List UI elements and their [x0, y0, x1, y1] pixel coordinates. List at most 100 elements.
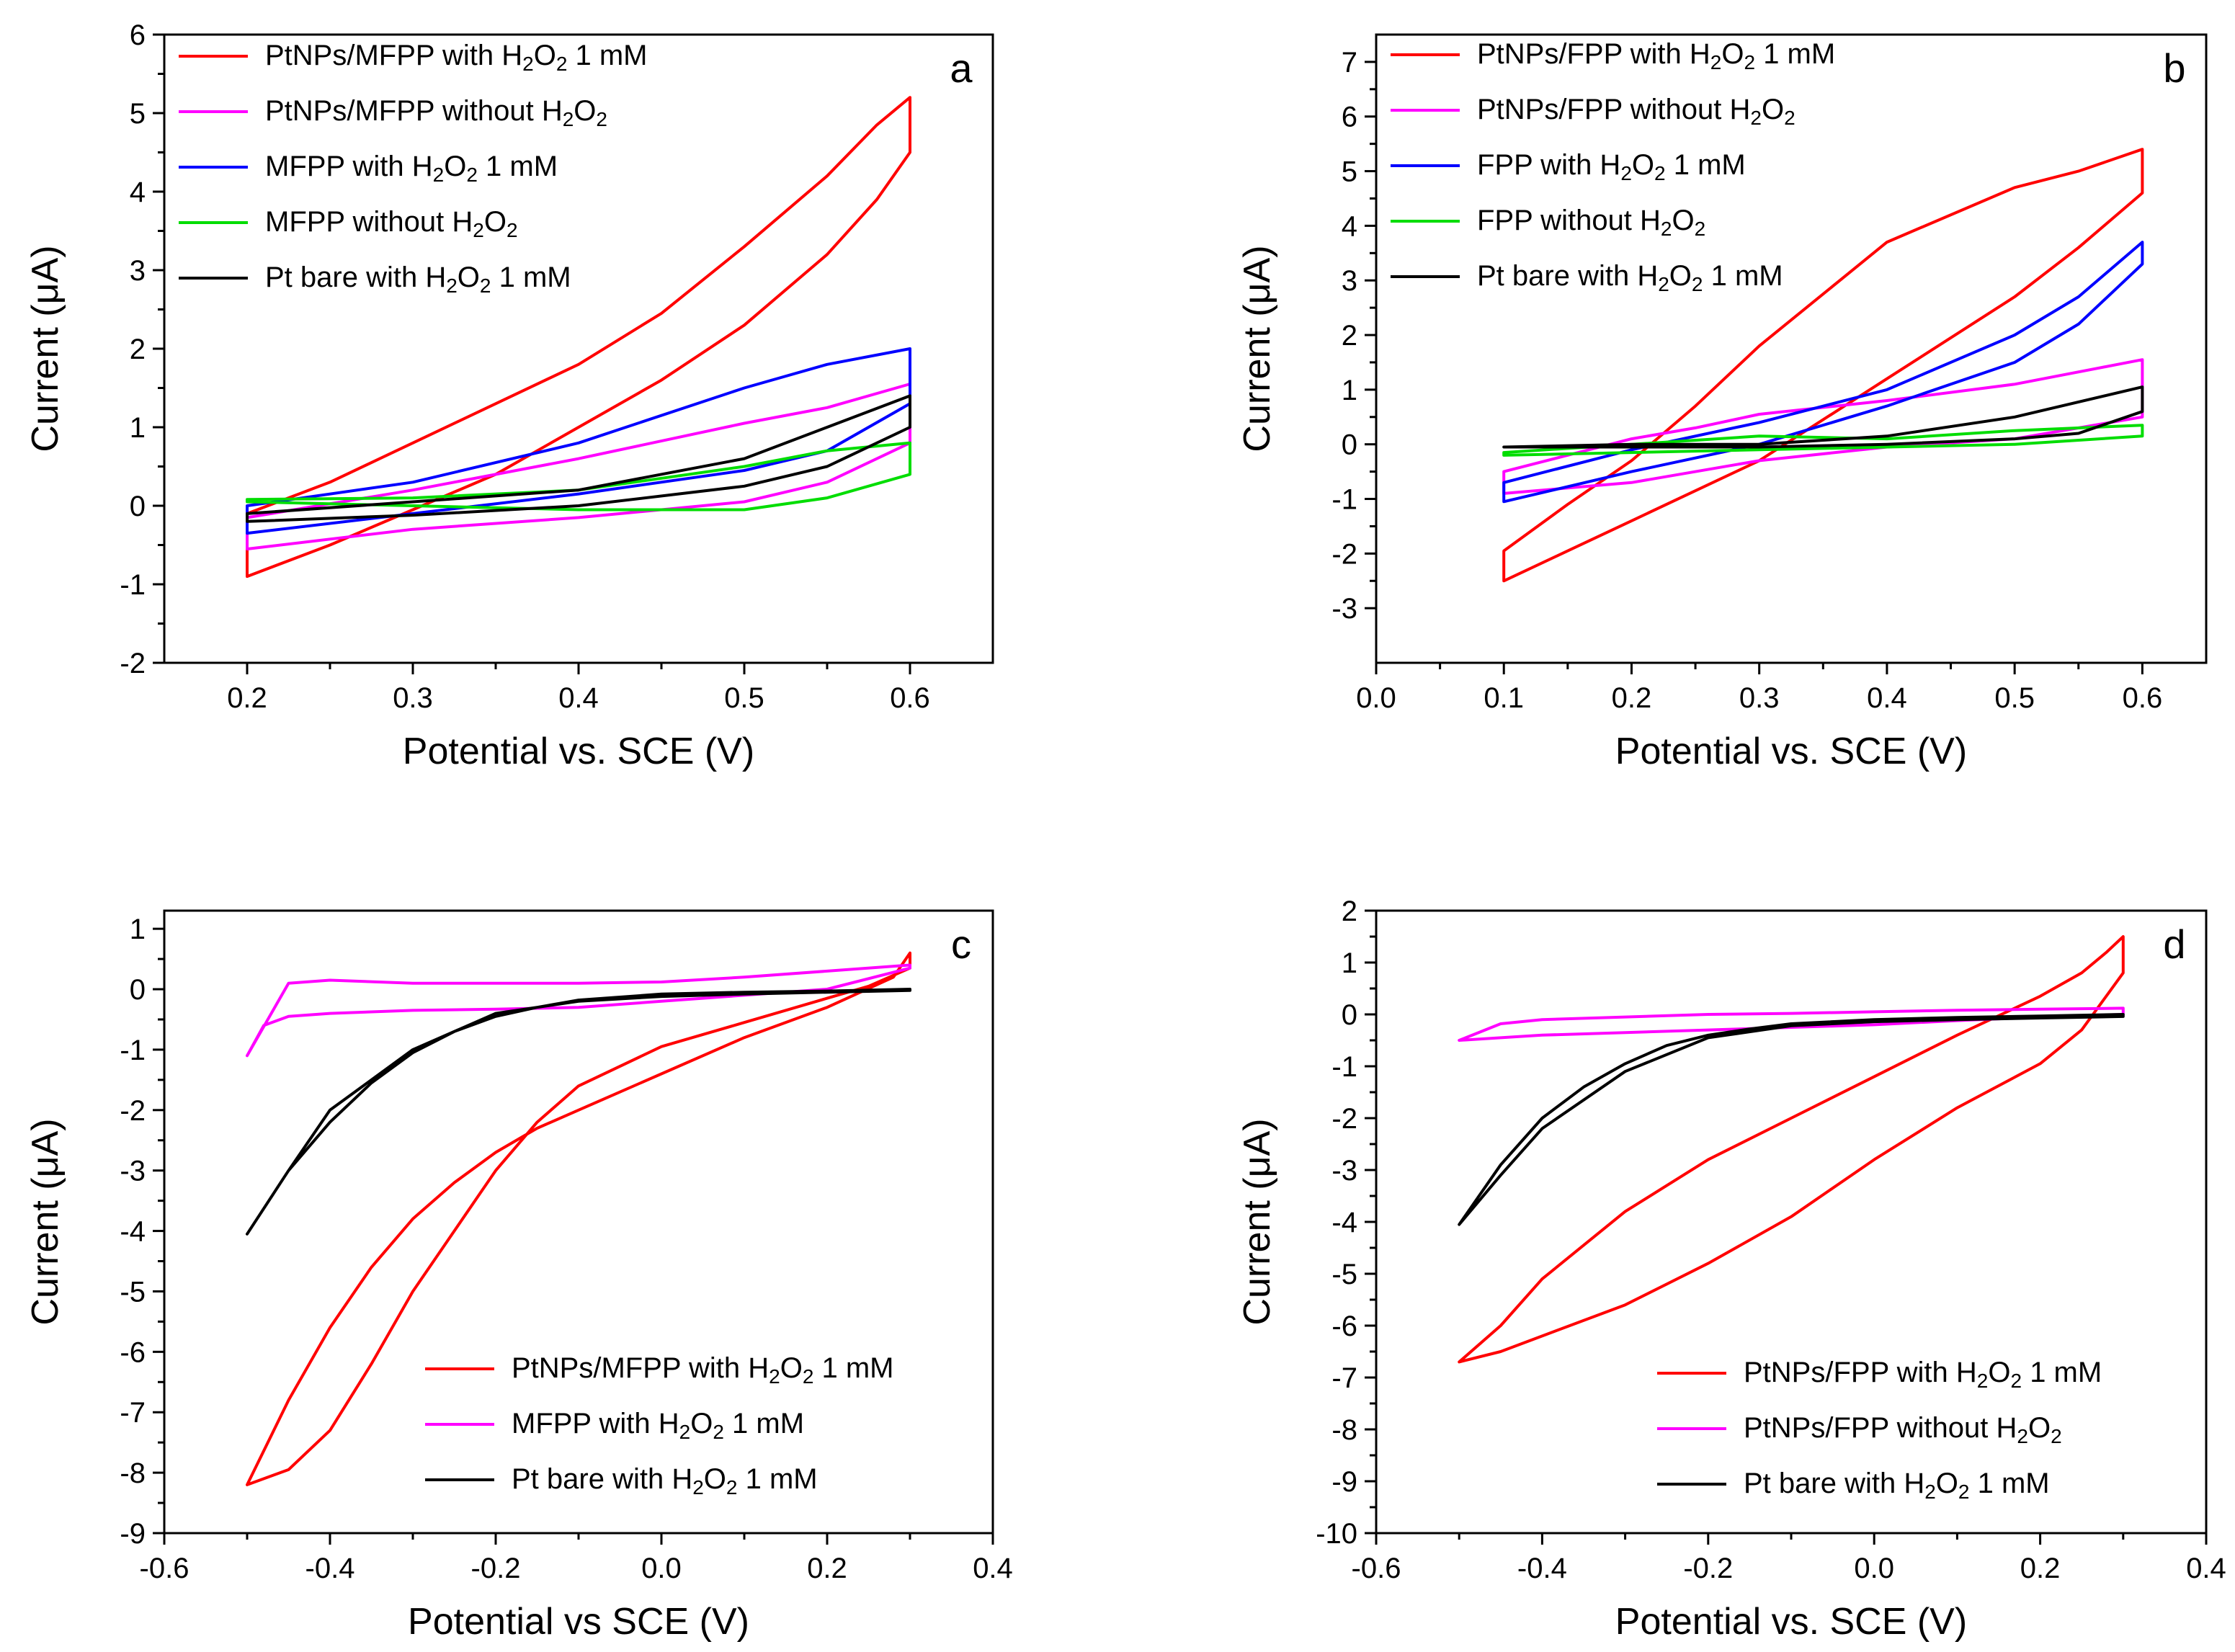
y-tick-label: -7 — [1331, 1362, 1357, 1394]
legend-entry: PtNPs/MFPP with H2O2 1 mM — [512, 1352, 894, 1388]
x-tick-label: -0.6 — [1352, 1553, 1401, 1584]
legend-entry: FPP with H2O2 1 mM — [1477, 149, 1746, 184]
y-tick-label: -8 — [120, 1457, 146, 1489]
y-tick-label: -2 — [1331, 538, 1357, 570]
y-tick-label: 2 — [1342, 320, 1357, 352]
panel-letter: b — [2163, 45, 2185, 91]
series-line-4 — [246, 441, 911, 512]
y-tick-label: -6 — [1331, 1311, 1357, 1342]
x-tick-label: 0.6 — [2123, 682, 2163, 714]
plot-frame — [1375, 33, 2208, 664]
y-tick-label: -4 — [120, 1216, 146, 1248]
series-line-2 — [246, 963, 911, 1058]
y-axis-label: Current (μA) — [1236, 245, 1278, 452]
plot-frame — [163, 33, 994, 664]
y-tick-label: 4 — [1342, 210, 1357, 242]
series-line-2 — [246, 383, 911, 550]
series-line-5 — [246, 394, 911, 523]
x-tick-label: 0.1 — [1484, 682, 1524, 714]
y-axis-label: Current (μA) — [1236, 1118, 1278, 1325]
legend-entry: PtNPs/MFPP without H2O2 — [265, 95, 607, 130]
x-tick-label: 0.2 — [2020, 1553, 2061, 1584]
legend-entry: Pt bare with H2O2 1 mM — [265, 262, 571, 297]
y-tick-label: 0 — [1342, 999, 1357, 1031]
legend-entry: PtNPs/FPP with H2O2 1 mM — [1744, 1357, 2102, 1392]
legend-entry: PtNPs/FPP with H2O2 1 mM — [1477, 38, 1835, 73]
legend: PtNPs/MFPP with H2O2 1 mM PtNPs/MFPP with… — [179, 40, 648, 297]
x-axis-label: Potential vs. SCE (V) — [403, 731, 754, 772]
x-tick-label: 0.4 — [1867, 682, 1907, 714]
legend-entry: Pt bare with H2O2 1 mM — [1477, 260, 1783, 295]
panel-letter: a — [950, 45, 973, 91]
x-axis-label: Potential vs. SCE (V) — [1615, 731, 1967, 772]
legend: PtNPs/FPP with H2O2 1 mM PtNPs/FPP withou… — [1391, 38, 1835, 295]
x-tick-label: 0.0 — [1854, 1553, 1894, 1584]
legend-entry: MFPP without H2O2 — [265, 206, 518, 241]
legend-entry: PtNPs/FPP without H2O2 — [1744, 1412, 2062, 1447]
y-tick-label: -5 — [1331, 1259, 1357, 1290]
series-line-1 — [246, 96, 911, 579]
y-axis-label: Current (μA) — [24, 1118, 66, 1325]
legend-entry: MFPP with H2O2 1 mM — [512, 1408, 804, 1443]
y-tick-label: -2 — [120, 648, 146, 679]
x-axis-label: Potential vs. SCE (V) — [1615, 1601, 1967, 1643]
x-tick-label: 0.2 — [227, 682, 267, 714]
x-tick-label: 0.6 — [890, 682, 930, 714]
y-tick-label: -9 — [120, 1518, 146, 1550]
series-line-5 — [1502, 385, 2144, 449]
y-tick-label: 3 — [130, 255, 146, 287]
y-tick-label: 0 — [1342, 429, 1357, 461]
x-tick-label: 0.3 — [1739, 682, 1780, 714]
y-tick-label: -6 — [120, 1336, 146, 1368]
x-axis-label: Potential vs SCE (V) — [408, 1601, 749, 1643]
series-line-2 — [1458, 1006, 2125, 1042]
series-line-3 — [246, 988, 911, 1236]
legend-entry: Pt bare with H2O2 1 mM — [1744, 1468, 2050, 1503]
y-tick-label: -1 — [120, 1035, 146, 1066]
y-tick-label: 4 — [130, 177, 146, 208]
legend: PtNPs/MFPP with H2O2 1 mM MFPP with H2O2 … — [425, 1352, 894, 1499]
x-tick-label: 0.2 — [807, 1553, 847, 1584]
x-tick-label: -0.4 — [305, 1553, 355, 1584]
y-tick-label: 3 — [1342, 265, 1357, 297]
x-tick-label: 0.3 — [393, 682, 433, 714]
y-tick-label: 6 — [1342, 102, 1357, 133]
panel-letter: d — [2163, 921, 2185, 967]
x-tick-label: 0.5 — [1994, 682, 2035, 714]
series-line-3 — [246, 347, 911, 535]
y-tick-label: 1 — [130, 412, 146, 444]
y-tick-label: 5 — [130, 98, 146, 130]
x-tick-label: -0.6 — [140, 1553, 189, 1584]
y-tick-label: 6 — [130, 19, 146, 51]
x-tick-label: -0.4 — [1517, 1553, 1567, 1584]
y-tick-label: -1 — [1331, 1051, 1357, 1083]
x-tick-label: 0.4 — [973, 1553, 1013, 1584]
y-tick-label: 5 — [1342, 156, 1357, 188]
y-tick-label: -7 — [120, 1397, 146, 1429]
y-tick-label: 0 — [130, 491, 146, 522]
x-tick-label: -0.2 — [471, 1553, 521, 1584]
panel-b: 0.0 0.1 0.2 0.3 0.4 0.5 0.6 -3 -2 -1 0 1 2 3 4 5 6 7 Poten… — [1236, 33, 2208, 772]
y-tick-label: -3 — [120, 1156, 146, 1187]
plot-frame — [163, 909, 994, 1535]
y-tick-label: 2 — [1342, 896, 1357, 927]
series-line-3 — [1458, 1013, 2125, 1226]
y-tick-label: -2 — [1331, 1103, 1357, 1135]
legend-entry: MFPP with H2O2 1 mM — [265, 151, 558, 186]
y-tick-label: -9 — [1331, 1466, 1357, 1498]
x-tick-label: 0.4 — [2186, 1553, 2226, 1584]
y-tick-label: 2 — [130, 334, 146, 365]
series-line-1 — [1458, 935, 2125, 1364]
y-tick-label: 0 — [130, 974, 146, 1006]
x-tick-label: 0.5 — [724, 682, 764, 714]
y-tick-label: -1 — [1331, 484, 1357, 516]
panel-letter: c — [951, 921, 971, 967]
legend-entry: PtNPs/MFPP with H2O2 1 mM — [265, 40, 648, 75]
y-axis-label: Current (μA) — [24, 245, 66, 452]
legend-entry: Pt bare with H2O2 1 mM — [512, 1463, 818, 1499]
y-tick-label: 1 — [1342, 947, 1357, 979]
x-tick-label: 0.2 — [1612, 682, 1652, 714]
x-tick-label: -0.2 — [1683, 1553, 1733, 1584]
y-tick-label: -3 — [1331, 593, 1357, 625]
